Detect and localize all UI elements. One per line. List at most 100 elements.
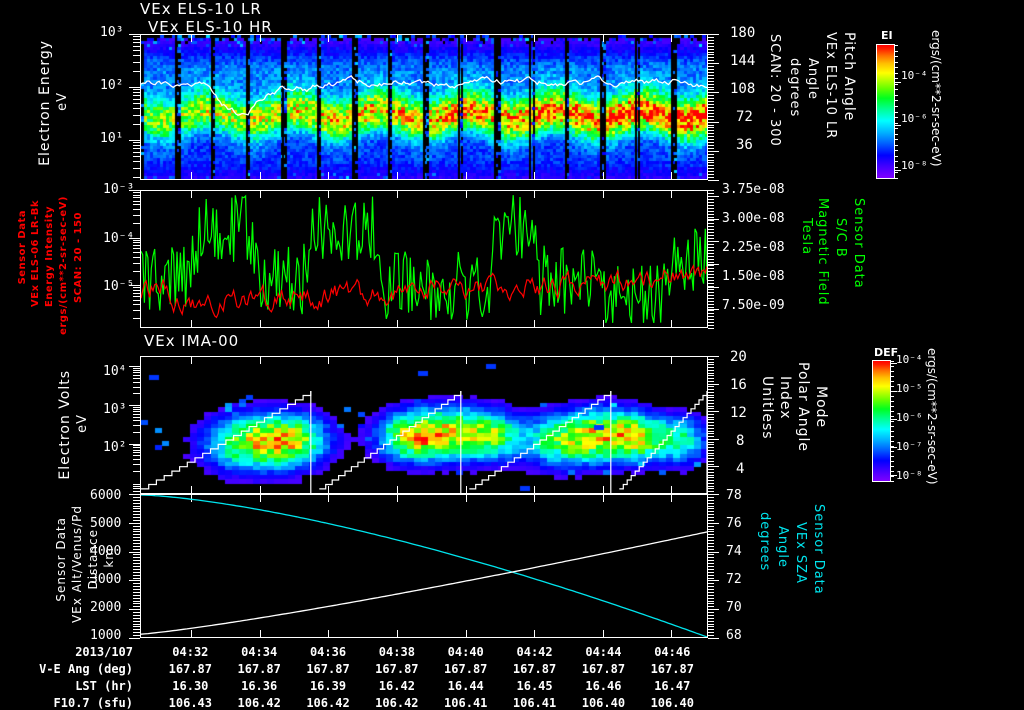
panel4-ylabel-instrument: VEx Alt/Venus/Pd — [70, 505, 84, 624]
panel1-right-minor-tick — [708, 171, 714, 172]
panel4-right-minor-tick — [708, 557, 714, 558]
panel3-right-minor-tick — [708, 447, 714, 448]
panel4-minor-tick — [133, 506, 140, 507]
panel4-minor-tick — [133, 618, 140, 619]
panel4-minor-tick — [133, 626, 140, 627]
panel1-right-minor-tick — [708, 177, 714, 178]
panel3-right-minor-tick — [708, 431, 714, 432]
panel2-right-minor-tick — [708, 307, 714, 308]
panel3-right-minor-tick — [708, 400, 714, 401]
colorbar-minor-tick — [894, 117, 898, 118]
panel4-minor-tick — [133, 598, 140, 599]
panel3-rlabel-mode: Mode — [813, 386, 829, 429]
panel4-rtick-2: 74 — [726, 544, 742, 559]
panel3-right-minor-tick — [708, 378, 714, 379]
panel2-plot-area — [140, 190, 708, 328]
colorbar-major-tick — [890, 447, 897, 448]
panel4-right-minor-tick — [708, 615, 714, 616]
panel4-plot-area — [140, 494, 708, 638]
panel3-right-minor-tick — [708, 453, 714, 454]
panel4-minor-tick — [133, 529, 140, 530]
bottom-table-cell-r0-c2: 167.87 — [306, 662, 350, 676]
bottom-table-cell-r0-c0: 167.87 — [168, 662, 213, 676]
panel3-right-minor-tick — [708, 386, 714, 387]
panel1-title-hr: VEx ELS-10 HR — [148, 18, 273, 36]
bottom-table-cell-r1-c5: 16.45 — [516, 679, 553, 693]
panel2-rlabel-tesla: Tesla — [799, 218, 814, 256]
panel1-minor-tick — [133, 168, 140, 169]
panel3-minor-tick — [133, 432, 140, 433]
panel2-minor-tick — [133, 242, 140, 243]
bottom-table-cell-r2-c3: 106.42 — [375, 696, 419, 710]
panel2-right-minor-tick — [708, 217, 714, 218]
panel1-right-minor-tick — [708, 72, 714, 73]
panel2-right-minor-tick — [708, 292, 714, 293]
bottom-table-cell-r2-c6: 106.40 — [581, 696, 626, 710]
panel4-minor-tick — [133, 514, 140, 515]
panel2-right-minor-tick — [708, 313, 714, 314]
panel3-minor-tick — [133, 414, 140, 415]
bottom-table-cell-r1-c6: 16.46 — [585, 679, 622, 693]
panel3-right-minor-tick — [708, 466, 714, 467]
panel4-minor-tick — [133, 589, 140, 590]
panel4-minor-tick — [133, 615, 140, 616]
colorbar-minor-tick — [890, 481, 894, 482]
panel2-minor-tick — [133, 223, 140, 224]
panel4-right-minor-tick — [708, 508, 714, 509]
colorbar-major-tick — [890, 391, 897, 392]
panel1-minor-tick — [133, 161, 140, 162]
panel3-right-minor-tick — [708, 384, 714, 385]
panel2-right-minor-tick — [708, 259, 714, 260]
panel2-minor-tick — [133, 197, 140, 198]
def-colorbar-tick-0: 10⁻⁴ — [896, 353, 923, 366]
panel2-right-minor-tick — [708, 238, 714, 239]
colorbar-minor-tick — [890, 461, 894, 462]
panel2-right-minor-tick — [708, 310, 714, 311]
panel4-rlabel-degrees: degrees — [757, 512, 772, 572]
panel4-right-minor-tick — [708, 629, 714, 630]
panel1-rlabel-scan: SCAN: 20 - 300 — [767, 34, 782, 147]
panel3-right-minor-tick — [708, 370, 714, 371]
colorbar-minor-tick — [890, 376, 894, 377]
panel2-ytick-0: 10⁻³ — [103, 182, 135, 197]
panel3-right-minor-tick — [708, 392, 714, 393]
panel3-right-minor-tick — [708, 488, 714, 489]
panel4-minor-tick — [133, 612, 140, 613]
panel2-right-minor-tick — [708, 325, 714, 326]
panel2-minor-tick — [133, 300, 140, 301]
panel2-right-minor-tick — [708, 241, 714, 242]
panel1-right-minor-tick — [708, 63, 714, 64]
panel3-ytick-2: 10² — [103, 440, 127, 455]
panel1-ylabel-1: Electron Energy — [37, 40, 53, 166]
bottom-table-cell-r0-c4: 167.87 — [444, 662, 488, 676]
panel4-right-minor-tick — [708, 603, 714, 604]
panel1-right-minor-tick — [708, 54, 714, 55]
panel4-minor-tick — [133, 557, 140, 558]
panel3-ytick-1: 10³ — [103, 402, 127, 417]
panel3-right-minor-tick — [708, 464, 714, 465]
colorbar-minor-tick — [894, 112, 898, 113]
panel1-rtick-4: 36 — [736, 137, 753, 153]
panel4-rlabel-sensor-data: Sensor Data — [811, 504, 826, 595]
colorbar-minor-tick — [894, 172, 898, 173]
panel4-right-minor-tick — [708, 531, 714, 532]
panel3-right-minor-tick — [708, 486, 714, 487]
panel4-ytick-0: 6000 — [90, 488, 122, 503]
colorbar-minor-tick — [890, 426, 894, 427]
panel4-rtick-3: 72 — [726, 572, 742, 587]
panel4-minor-tick — [133, 635, 140, 636]
panel4-right-minor-tick — [708, 546, 714, 547]
panel1-rtick-2: 108 — [730, 81, 756, 97]
panel3-rlabel-index: Index — [777, 376, 793, 420]
panel1-right-minor-tick — [708, 127, 714, 128]
panel4-rtick-1: 76 — [726, 516, 742, 531]
colorbar-minor-tick — [890, 476, 894, 477]
bottom-table-cell-r1-c0: 16.30 — [172, 679, 209, 693]
def-colorbar-tick-2: 10⁻⁶ — [896, 411, 923, 424]
panel2-right-minor-tick — [708, 208, 714, 209]
colorbar-major-tick — [890, 363, 897, 364]
panel2-minor-tick — [133, 310, 140, 311]
panel2-left-axis-label: Sensor Data VEx ELS-06 LR-Bk Energy Inte… — [17, 196, 138, 335]
panel2-right-major-tick — [708, 309, 719, 310]
panel1-right-minor-tick — [708, 107, 714, 108]
